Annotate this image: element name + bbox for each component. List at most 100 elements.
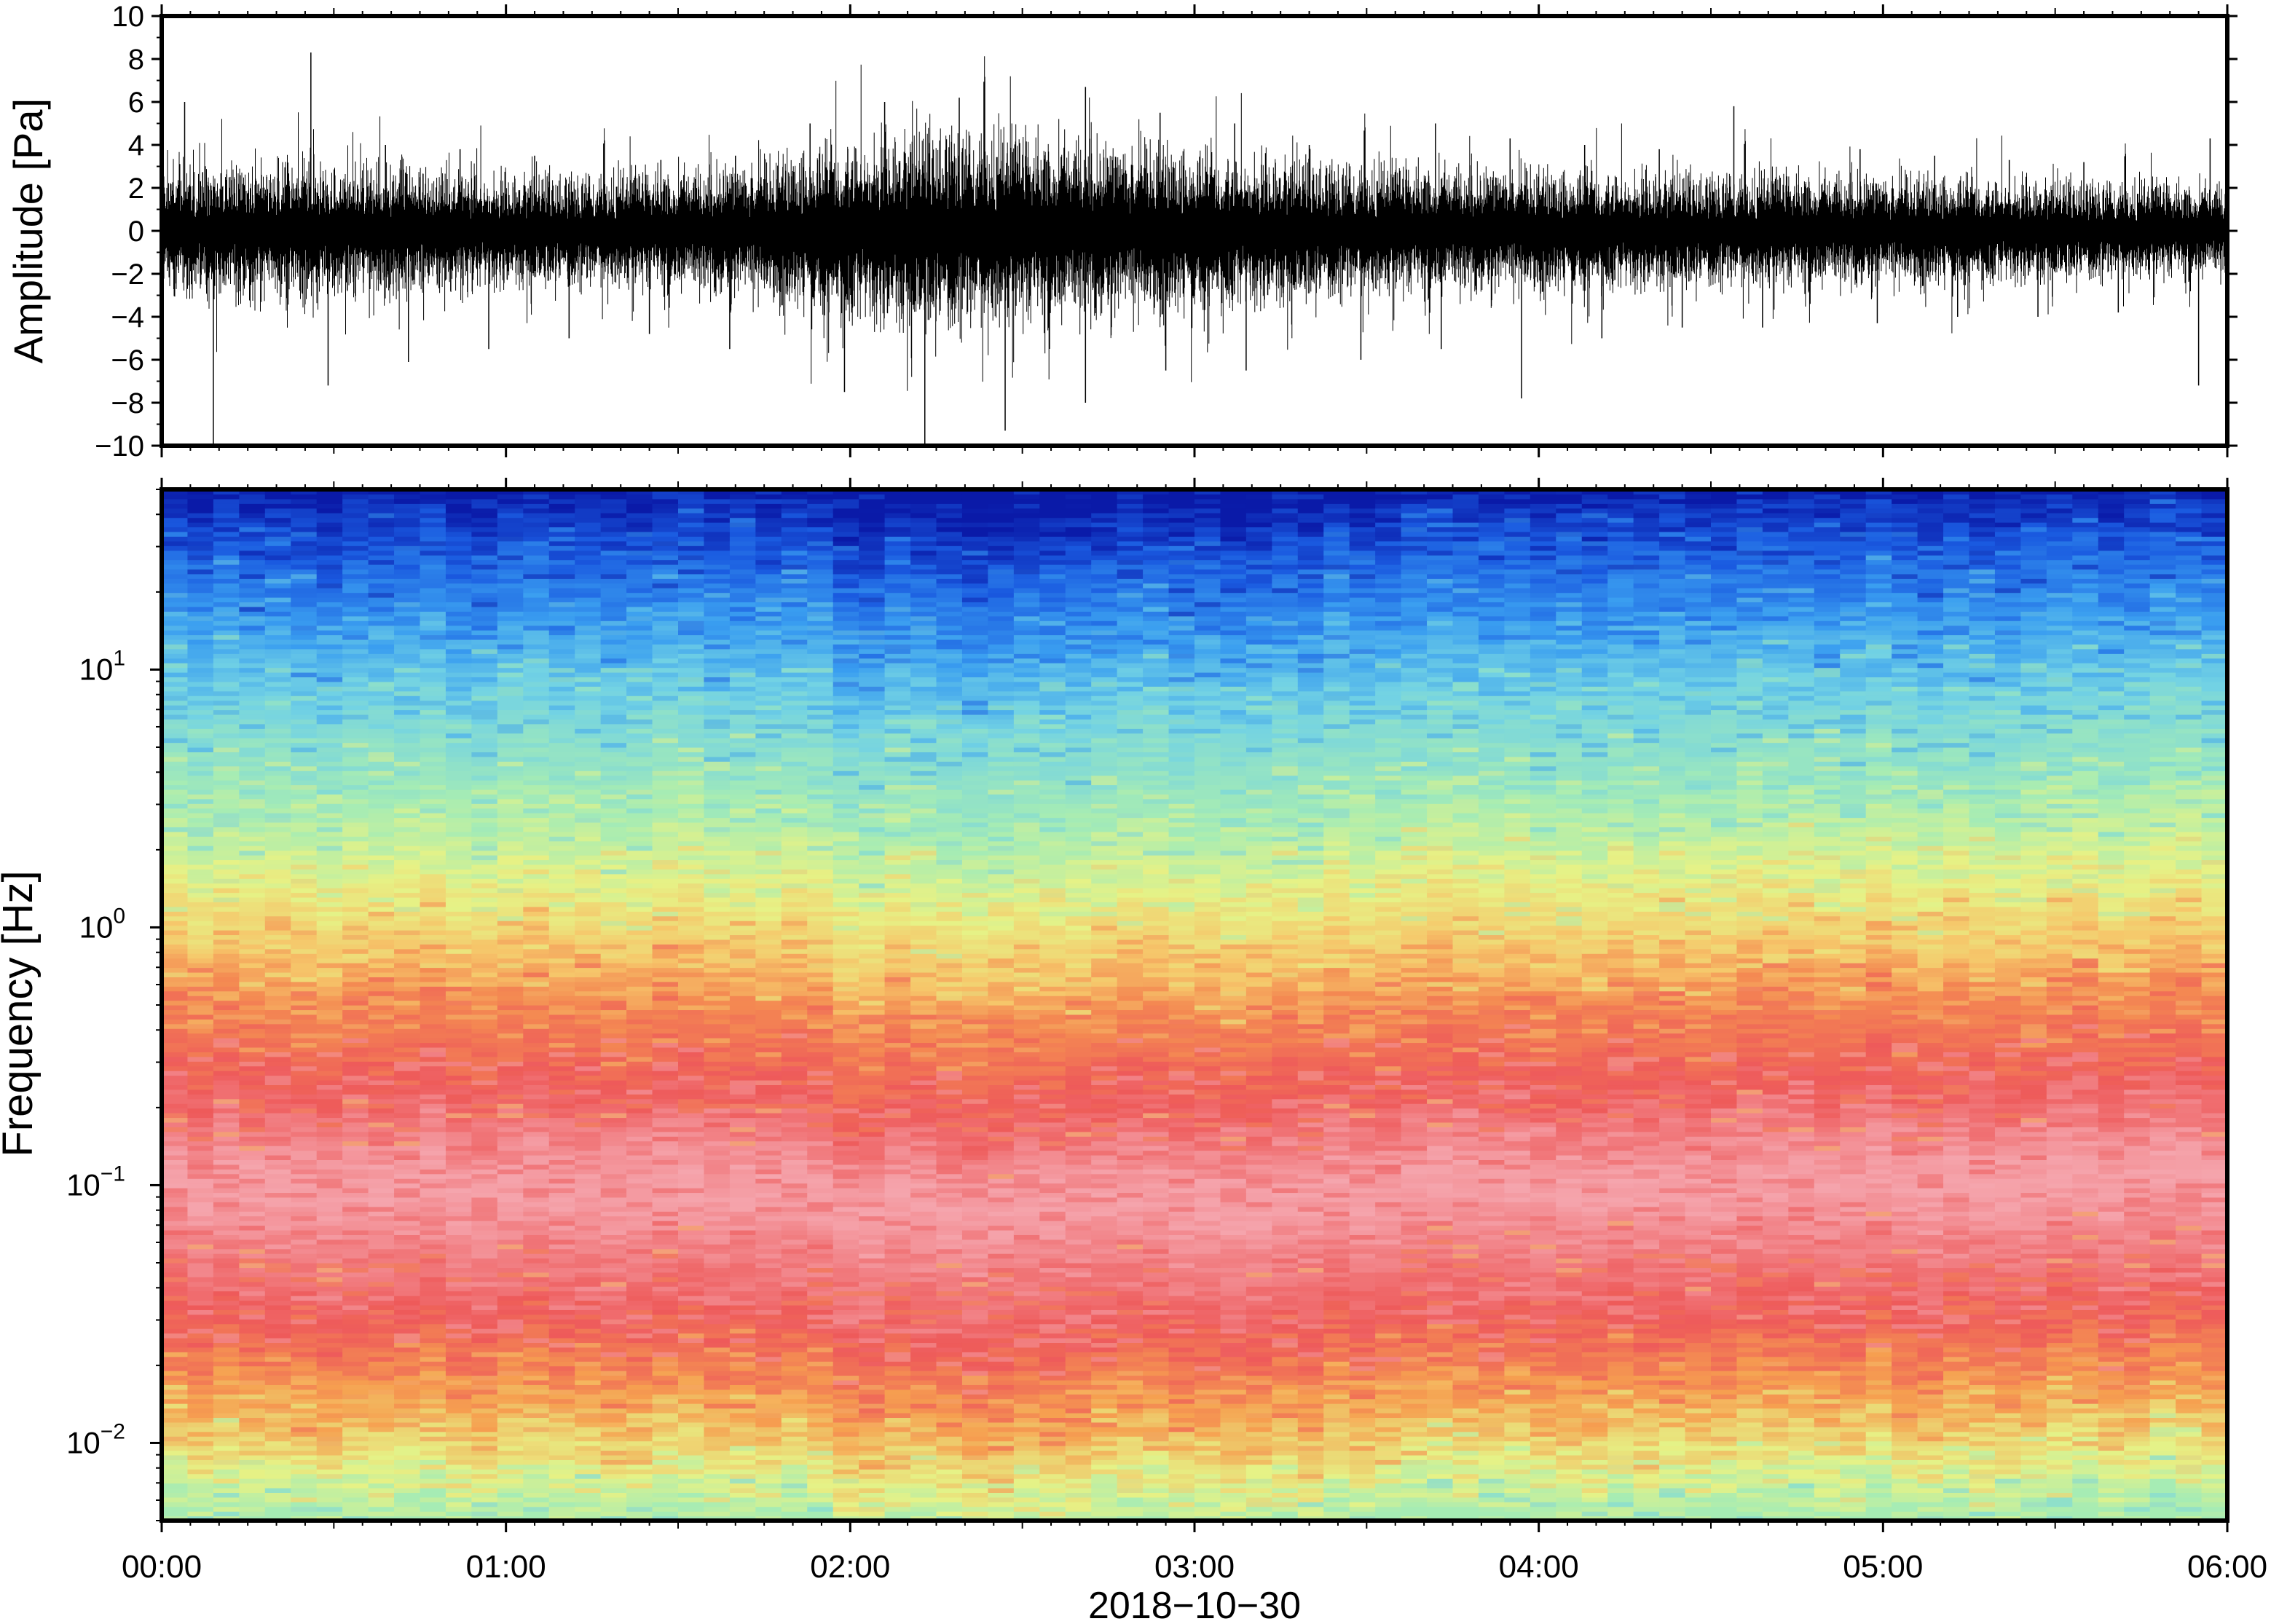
spectrogram-cell <box>575 944 602 950</box>
spectrogram-cell <box>420 1290 446 1296</box>
spectrogram-cell <box>600 489 627 495</box>
spectrogram-cell <box>575 1146 602 1151</box>
spectrogram-cell <box>291 1061 318 1067</box>
spectrogram-cell <box>316 892 343 898</box>
spectrogram-cell <box>342 1440 369 1446</box>
spectrogram-cell <box>678 620 705 626</box>
spectrogram-cell <box>264 1033 291 1038</box>
spectrogram-cell <box>213 761 240 767</box>
spectrogram-cell <box>548 798 575 804</box>
spectrogram-cell <box>316 958 343 963</box>
spectrogram-cell <box>471 1469 498 1475</box>
spectrogram-cell <box>239 1019 266 1025</box>
spectrogram-cell <box>239 836 266 842</box>
spectrogram-cell <box>291 588 318 594</box>
spectrogram-cell <box>394 817 421 823</box>
spectrogram-cell <box>342 1046 369 1052</box>
spectrogram-cell <box>316 1323 343 1329</box>
spectrogram-cell <box>394 1215 421 1221</box>
spectrogram-cell <box>445 1371 472 1376</box>
spectrogram-cell <box>600 1159 627 1165</box>
spectrogram-cell <box>368 1211 395 1217</box>
spectrogram-cell <box>342 996 369 1001</box>
spectrogram-cell <box>291 1286 318 1292</box>
spectrogram-cell <box>316 1417 343 1423</box>
spectrogram-cell <box>548 873 575 879</box>
spectrogram-cell <box>187 536 214 542</box>
spectrogram-cell <box>652 1127 679 1132</box>
spectrogram-cell <box>600 1089 627 1095</box>
spectrogram-cell <box>342 939 369 945</box>
spectrogram-cell <box>523 1033 550 1038</box>
spectrogram-cell <box>420 681 446 687</box>
spectrogram-cell <box>187 1277 214 1282</box>
spectrogram-cell <box>316 1478 343 1484</box>
spectrogram-cell <box>652 550 679 556</box>
spectrogram-cell <box>162 723 189 729</box>
spectrogram-cell <box>213 1183 240 1189</box>
spectrogram-cell <box>394 821 421 828</box>
spectrogram-cell <box>342 827 369 832</box>
spectrogram-cell <box>652 1229 679 1235</box>
spectrogram-cell <box>471 1290 498 1296</box>
spectrogram-cell <box>678 953 705 959</box>
spectrogram-cell <box>704 1084 731 1090</box>
spectrogram-cell <box>187 1436 214 1442</box>
spectrogram-cell <box>600 911 627 917</box>
spectrogram-cell <box>239 1379 266 1385</box>
spectrogram-cell <box>704 1127 731 1132</box>
spectrogram-cell <box>316 681 343 687</box>
spectrogram-cell <box>316 700 343 706</box>
spectrogram-cell <box>291 648 318 654</box>
spectrogram-cell <box>497 1319 524 1325</box>
spectrogram-cell <box>652 639 679 645</box>
spectrogram-cell <box>368 752 395 757</box>
spectrogram-cell <box>368 948 395 954</box>
spectrogram-cell <box>445 630 472 636</box>
spectrogram-cell <box>264 977 291 982</box>
spectrogram-cell <box>445 1515 472 1521</box>
spectrogram-cell <box>652 770 679 776</box>
spectrogram-cell <box>471 921 498 926</box>
spectrogram-cell <box>678 583 705 588</box>
spectrogram-cell <box>420 845 446 851</box>
spectrogram-cell <box>471 531 498 537</box>
spectrogram-cell <box>420 573 446 579</box>
spectrogram-cell <box>471 1253 498 1259</box>
spectrogram-cell <box>548 1478 575 1484</box>
spectrogram-cell <box>497 1005 524 1011</box>
spectrogram-cell <box>394 1361 421 1367</box>
spectrogram-cell <box>291 1506 318 1512</box>
spectrogram-cell <box>497 1211 524 1217</box>
spectrogram-cell <box>162 1239 189 1245</box>
spectrogram-cell <box>213 1108 240 1113</box>
spectrogram-cell <box>575 1267 602 1273</box>
spectrogram-cell <box>420 1244 446 1250</box>
spectrogram-cell <box>162 1046 189 1052</box>
spectrogram-cell <box>368 1502 395 1507</box>
spectrogram-cell <box>213 592 240 598</box>
spectrogram-cell <box>394 1127 421 1132</box>
spectrogram-cell <box>291 1478 318 1484</box>
spectrogram-cell <box>471 1422 498 1427</box>
spectrogram-cell <box>394 583 421 588</box>
spectrogram-cell <box>652 690 679 696</box>
spectrogram-cell <box>368 1440 395 1446</box>
spectrogram-cell <box>342 1379 369 1385</box>
spectrogram-cell <box>626 1459 653 1465</box>
spectrogram-cell <box>652 1197 679 1202</box>
spectrogram-cell <box>678 503 705 509</box>
spectrogram-cell <box>394 1173 421 1179</box>
spectrogram-cell <box>342 1075 369 1081</box>
spectrogram-cell <box>213 1328 240 1334</box>
spectrogram-cell <box>678 1469 705 1475</box>
spectrogram-cell <box>600 948 627 954</box>
spectrogram-cell <box>471 789 498 795</box>
spectrogram-cell <box>342 1417 369 1423</box>
spectrogram-cell <box>600 1221 627 1226</box>
spectrogram-cell <box>316 1033 343 1038</box>
spectrogram-cell <box>497 648 524 654</box>
spectrogram-cell <box>626 1502 653 1507</box>
spectrogram-cell <box>368 963 395 969</box>
spectrogram-cell <box>342 1079 369 1086</box>
